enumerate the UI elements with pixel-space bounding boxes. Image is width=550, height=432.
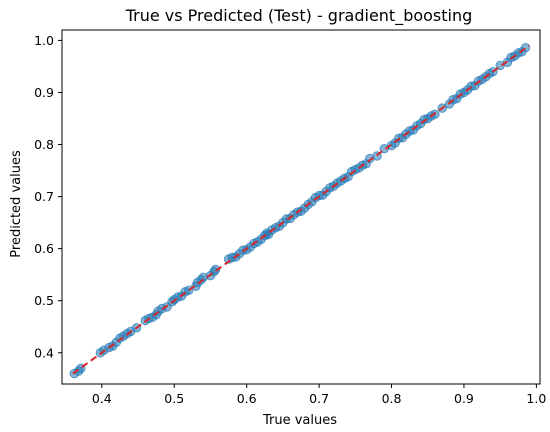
x-tick-label: 0.5	[164, 391, 184, 406]
data-point	[210, 264, 221, 275]
y-tick-label: 0.8	[34, 137, 54, 152]
y-tick-label: 0.4	[34, 345, 54, 360]
y-tick-label: 0.7	[34, 189, 54, 204]
x-tick-label: 0.9	[454, 391, 474, 406]
x-tick-label: 0.4	[92, 391, 112, 406]
x-tick-label: 1.0	[526, 391, 546, 406]
x-tick-label: 0.7	[309, 391, 329, 406]
y-tick-label: 0.6	[34, 241, 54, 256]
y-tick-label: 0.9	[34, 85, 54, 100]
y-tick-label: 0.5	[34, 293, 54, 308]
axes-frame	[61, 29, 541, 385]
x-tick-label: 0.8	[382, 391, 402, 406]
chart-title: True vs Predicted (Test) - gradient_boos…	[125, 6, 473, 26]
x-tick-label: 0.6	[237, 391, 257, 406]
plot-area: 0.4 0.5 0.6 0.7 0.8 0.9 1.0 0.4 0.5 0.6 0.7 0.8 0.9 1…	[34, 29, 546, 406]
y-axis-label: Predicted values	[9, 150, 24, 258]
reference-line	[72, 44, 530, 375]
x-axis-label: True values	[262, 413, 337, 428]
y-tick-label: 1.0	[34, 33, 54, 48]
